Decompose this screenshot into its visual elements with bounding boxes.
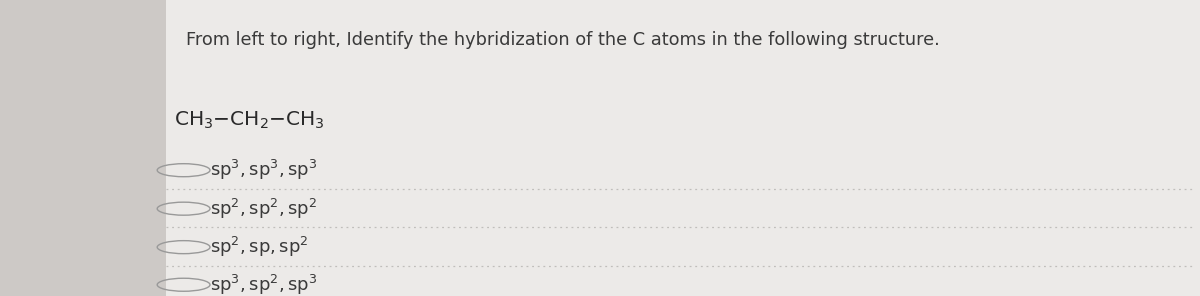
Text: $\mathregular{sp^2, sp^2, sp^2}$: $\mathregular{sp^2, sp^2, sp^2}$ <box>210 197 317 221</box>
Text: $\mathregular{sp^3, sp^2, sp^3}$: $\mathregular{sp^3, sp^2, sp^3}$ <box>210 273 317 296</box>
Text: $\mathregular{sp^3, sp^3, sp^3}$: $\mathregular{sp^3, sp^3, sp^3}$ <box>210 158 317 182</box>
Text: $\mathregular{sp^2, sp, sp^2}$: $\mathregular{sp^2, sp, sp^2}$ <box>210 235 308 259</box>
Text: $\mathregular{CH_3{-}CH_2{-}CH_3}$: $\mathregular{CH_3{-}CH_2{-}CH_3}$ <box>174 110 325 131</box>
Text: From left to right, Identify the hybridization of the C atoms in the following s: From left to right, Identify the hybridi… <box>186 31 940 49</box>
